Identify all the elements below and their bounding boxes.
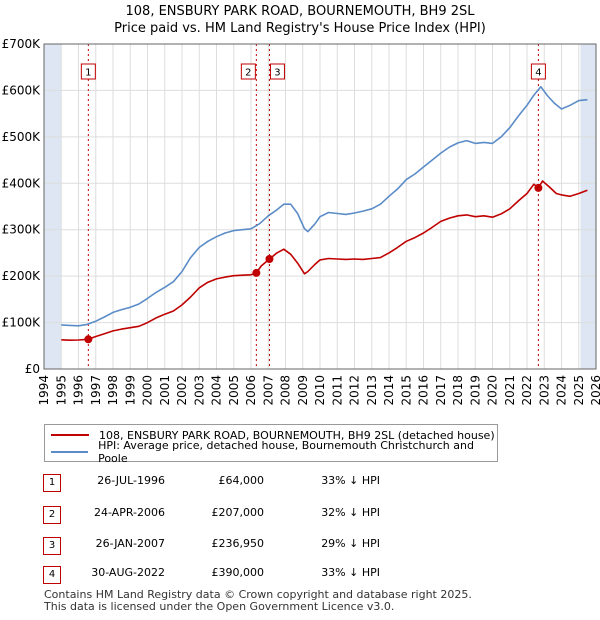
x-tick-label: 2025 [572, 375, 586, 406]
x-tick-label: 1999 [123, 375, 137, 406]
x-tick-label: 2012 [348, 375, 362, 406]
x-tick-label: 2003 [192, 375, 206, 406]
y-tick-label: £700K [2, 37, 42, 51]
sale-point [534, 183, 543, 192]
x-tick-label: 2011 [330, 375, 344, 406]
x-tick-label: 1998 [106, 375, 120, 406]
sale-price: £390,000 [211, 566, 265, 579]
footer: Contains HM Land Registry data © Crown c… [44, 589, 472, 613]
x-tick-label: 2009 [296, 375, 310, 406]
sale-marker-badge [80, 63, 96, 80]
chart-legend: 108, ENSBURY PARK ROAD, BOURNEMOUTH, BH9… [44, 424, 498, 465]
sale-date: 30-AUG-2022 [91, 566, 165, 579]
x-tick-label: 2014 [382, 375, 396, 406]
sale-marker-label: 3 [274, 68, 280, 79]
x-tick-label: 2004 [210, 375, 224, 406]
x-tick-label: 2001 [158, 375, 172, 406]
sale-hpi-diff: 29% ↓ HPI [321, 537, 380, 550]
sale-point [265, 254, 274, 263]
x-tick-label: 2024 [555, 375, 569, 406]
sale-date: 24-APR-2006 [93, 506, 165, 519]
legend-swatch-hpi [51, 451, 89, 453]
legend-item-hpi: HPI: Average price, detached house, Bour… [51, 439, 497, 465]
x-tick-label: 2018 [451, 375, 465, 406]
x-tick-label: 2015 [399, 375, 413, 406]
x-tick-label: 2002 [175, 375, 189, 406]
x-tick-label: 2022 [520, 375, 534, 406]
x-tick-label: 2013 [365, 375, 379, 406]
highlight-band [580, 44, 596, 369]
legend-label-hpi: HPI: Average price, detached house, Bour… [98, 439, 474, 465]
sale-price: £207,000 [211, 506, 265, 519]
y-tick-label: £300K [2, 223, 42, 237]
x-tick-label: 2020 [486, 375, 500, 406]
x-tick-label: 2021 [503, 375, 517, 406]
hpi-line [61, 85, 588, 327]
sale-number-badge: 4 [43, 566, 61, 584]
chart-subtitle: Price paid vs. HM Land Registry's House … [114, 21, 486, 36]
sale-point [252, 268, 261, 277]
sale-hpi-diff: 32% ↓ HPI [321, 506, 380, 519]
x-tick-label: 2023 [537, 375, 551, 406]
sale-number-badge: 2 [43, 506, 61, 524]
x-tick-label: 2016 [417, 375, 431, 406]
sale-marker-badge [269, 63, 285, 80]
y-tick-label: £600K [2, 83, 42, 97]
price-chart: £0 £100K £200K £300K £400K £500K £600K £700K 199… [2, 37, 600, 406]
highlight-band [44, 44, 62, 369]
x-tick-label: 2006 [244, 375, 258, 406]
plot-frame [43, 43, 597, 370]
sale-number-badge: 3 [43, 537, 61, 555]
x-tick-label: 1994 [37, 375, 51, 406]
x-tick-label: 1996 [72, 375, 86, 406]
sale-date: 26-JAN-2007 [95, 537, 165, 550]
x-tick-label: 2026 [589, 375, 600, 406]
footer-copyright: Contains HM Land Registry data © Crown c… [44, 588, 472, 601]
sale-price: £64,000 [218, 474, 265, 487]
x-tick-label: 2019 [468, 375, 482, 406]
legend-label-property: 108, ENSBURY PARK ROAD, BOURNEMOUTH, BH9… [99, 428, 495, 442]
footer-license: This data is licensed under the Open Gov… [44, 600, 395, 613]
y-tick-label: £0 [25, 362, 40, 376]
sale-hpi-diff: 33% ↓ HPI [321, 566, 380, 579]
x-tick-label: 1997 [89, 375, 103, 406]
sale-number-badge: 1 [43, 474, 61, 492]
sale-row: 4 30-AUG-2022 £390,000 33% ↓ HPI [0, 566, 600, 584]
x-tick-label: 2008 [279, 375, 293, 406]
sale-marker-label: 4 [535, 68, 541, 79]
x-tick-label: 2007 [261, 375, 275, 406]
chart-title: 108, ENSBURY PARK ROAD, BOURNEMOUTH, BH9… [125, 4, 475, 19]
x-tick-label: 1995 [54, 375, 68, 406]
sale-point [84, 335, 93, 344]
x-tick-label: 2017 [434, 375, 448, 406]
legend-item-property: 108, ENSBURY PARK ROAD, BOURNEMOUTH, BH9… [51, 427, 495, 443]
sale-hpi-diff: 33% ↓ HPI [321, 474, 380, 487]
sale-marker-label: 2 [245, 68, 251, 79]
y-tick-label: £200K [2, 269, 42, 283]
y-tick-label: £100K [2, 316, 42, 330]
sale-marker-badge [240, 63, 256, 80]
sale-row: 3 26-JAN-2007 £236,950 29% ↓ HPI [0, 537, 600, 555]
sale-date: 26-JUL-1996 [97, 474, 165, 487]
y-tick-label: £400K [2, 176, 42, 190]
sale-price: £236,950 [211, 537, 265, 550]
x-tick-label: 2010 [313, 375, 327, 406]
sale-row: 1 26-JUL-1996 £64,000 33% ↓ HPI [0, 474, 600, 492]
property-price-line [61, 180, 588, 342]
sale-marker-badge [530, 63, 546, 80]
legend-swatch-property [51, 434, 89, 436]
x-tick-label: 2005 [227, 375, 241, 406]
sale-row: 2 24-APR-2006 £207,000 32% ↓ HPI [0, 506, 600, 524]
sale-marker-label: 1 [85, 68, 91, 79]
x-tick-label: 2000 [141, 375, 155, 406]
y-tick-label: £500K [2, 130, 42, 144]
